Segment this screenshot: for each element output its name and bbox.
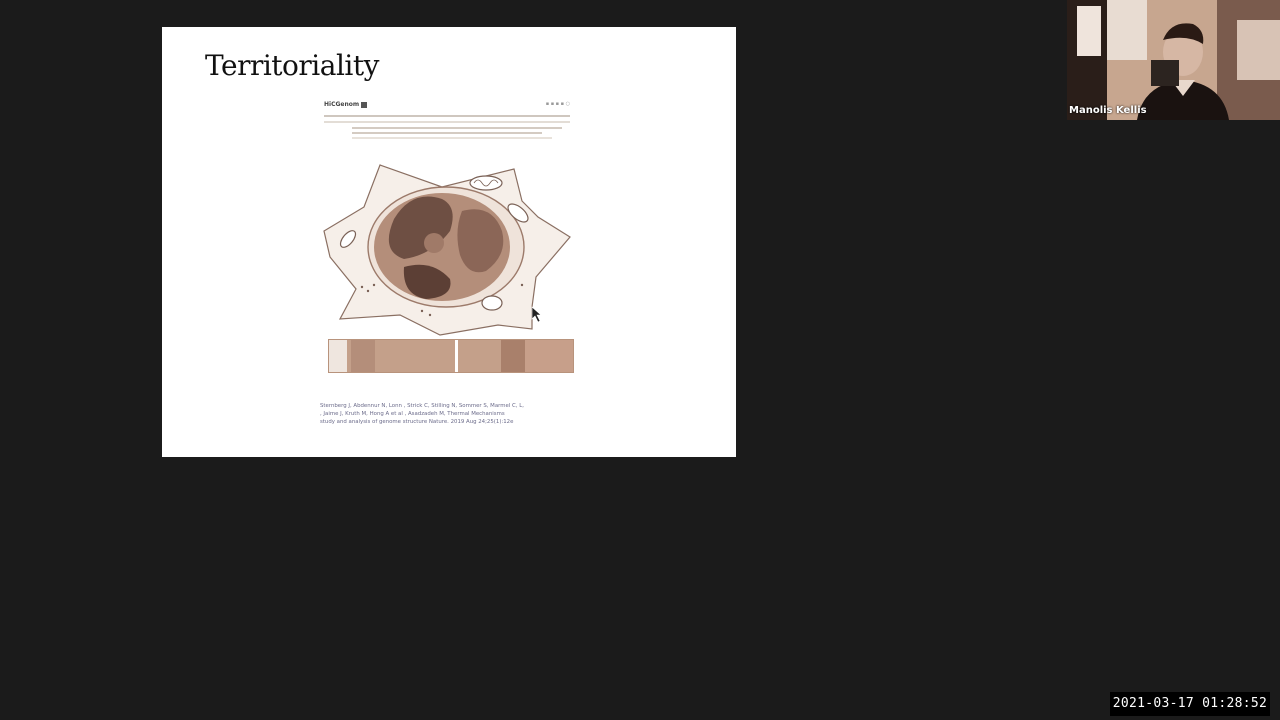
figure-meta-icon: ▪ ▪ ▪ ▪ ○: [545, 101, 570, 107]
nucleolus: [424, 233, 444, 253]
track-segment: [501, 340, 525, 372]
mitochondrion: [507, 203, 529, 223]
track-segment: [329, 340, 347, 372]
cell-illustration: [323, 164, 571, 336]
slide-title: Territoriality: [205, 49, 379, 82]
journal-logo: HiCGenom: [324, 101, 368, 108]
track-segment: [351, 340, 375, 372]
figure-citation: Sternberg J, Abdennur N, Lonn , Strick C…: [320, 402, 592, 426]
figure-caption-lines: [352, 127, 572, 142]
figure-rule: [324, 121, 570, 123]
figure-rule: [324, 115, 570, 117]
mitochondrion: [469, 175, 503, 191]
recording-timestamp: 2021-03-17 01:28:52: [1110, 692, 1270, 716]
participant-video-feed: [1067, 0, 1280, 120]
journal-logo-icon: [361, 101, 368, 108]
vesicle: [481, 295, 503, 311]
figure-header: HiCGenom ▪ ▪ ▪ ▪ ○: [322, 99, 572, 149]
paper-figure: HiCGenom ▪ ▪ ▪ ▪ ○: [322, 99, 576, 379]
mouse-cursor-icon: [531, 306, 542, 323]
track-segment: [525, 340, 573, 372]
citation-line: , Jaime J, Kruth M, Hong A et al , Asadz…: [320, 411, 505, 417]
track-segment: [455, 340, 458, 372]
citation-line: study and analysis of genome structure N…: [320, 419, 514, 425]
participant-video-tile[interactable]: Manolis Kellis: [1067, 0, 1280, 120]
citation-line: Sternberg J, Abdennur N, Lonn , Strick C…: [320, 403, 524, 409]
chromatin-territory: [403, 264, 451, 299]
chromatin-territory: [457, 209, 504, 273]
shared-screen-slide: Territoriality HiCGenom ▪ ▪ ▪ ▪ ○: [162, 27, 736, 457]
participant-name-label: Manolis Kellis: [1069, 105, 1147, 116]
mitochondrion: [339, 230, 357, 248]
genome-track-bar: [328, 339, 574, 373]
